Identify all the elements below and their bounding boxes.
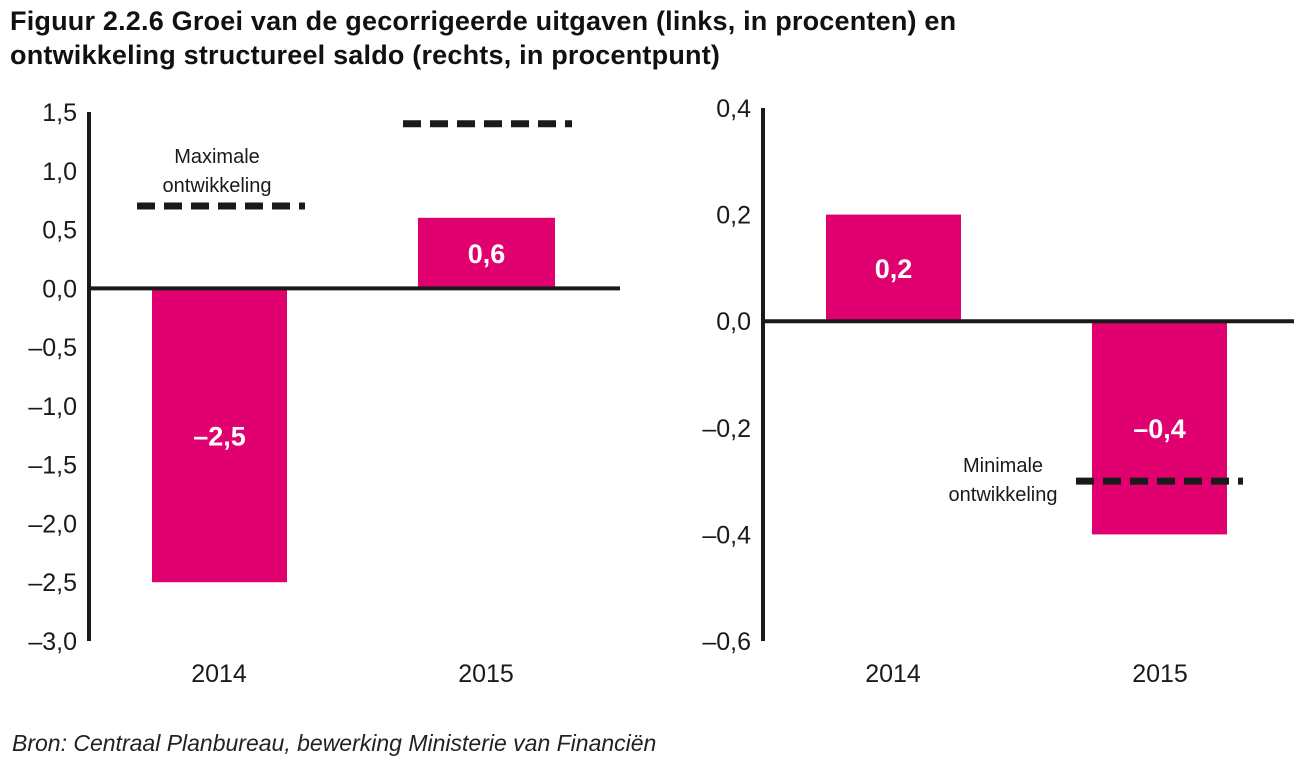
left-value-label-2014: –2,5 (193, 421, 246, 451)
right-y-tick-label: –0,4 (702, 521, 751, 549)
left-x-category-label: 2015 (458, 660, 514, 688)
left-bar-2014 (152, 288, 287, 583)
right-y-tick-label: 0,4 (716, 95, 751, 123)
left-y-tick-label: 0,5 (42, 217, 77, 245)
left-y-tick-label: 1,0 (42, 158, 77, 186)
left-y-tick-label: –1,0 (28, 393, 77, 421)
right-value-label-2014: 0,2 (875, 254, 913, 284)
right-x-category-label: 2015 (1132, 660, 1188, 688)
left-y-tick-label: –1,5 (28, 452, 77, 480)
right-y-tick-label: 0,2 (716, 202, 751, 230)
left-y-tick-label: –3,0 (28, 628, 77, 656)
right-reference-label: Minimale (963, 455, 1043, 477)
left-reference-label: Maximale (174, 146, 260, 168)
left-reference-label: ontwikkeling (163, 175, 272, 197)
right-bar-2014 (826, 214, 961, 322)
left-y-tick-label: –2,0 (28, 510, 77, 538)
right-y-tick-label: –0,6 (702, 628, 751, 656)
figure-title: Figuur 2.2.6 Groei van de gecorrigeerde … (10, 4, 1290, 72)
left-y-tick-label: –0,5 (28, 334, 77, 362)
left-y-tick-label: 1,5 (42, 99, 77, 127)
left-value-label-2015: 0,6 (468, 239, 506, 269)
source-note: Bron: Centraal Planbureau, bewerking Min… (12, 730, 657, 756)
left-y-tick-label: –2,5 (28, 569, 77, 597)
right-y-tick-label: 0,0 (716, 308, 751, 336)
left-x-category-label: 2014 (191, 660, 247, 688)
right-reference-label: ontwikkeling (949, 484, 1058, 506)
left-panel-expenditure-growth: 1,5 1,0 0,5 0,0 –0,5 –1,0 –1,5 –2,0 –2,5 –3,0 –2,5… (28, 99, 620, 688)
figure-title-line-2: ontwikkeling structureel saldo (rechts, … (10, 40, 721, 70)
right-value-label-2015: –0,4 (1133, 414, 1186, 444)
figure-title-line-1: Figuur 2.2.6 Groei van de gecorrigeerde … (10, 6, 957, 36)
left-bar-2015 (418, 217, 555, 289)
right-panel-structural-balance: 0,4 0,2 0,0 –0,2 –0,4 –0,6 0,2 –0,4 Minimale ontw… (702, 95, 1294, 688)
right-bar-2015 (1092, 321, 1227, 535)
right-x-category-label: 2014 (865, 660, 921, 688)
left-y-tick-label: 0,0 (42, 275, 77, 303)
right-y-tick-label: –0,2 (702, 415, 751, 443)
